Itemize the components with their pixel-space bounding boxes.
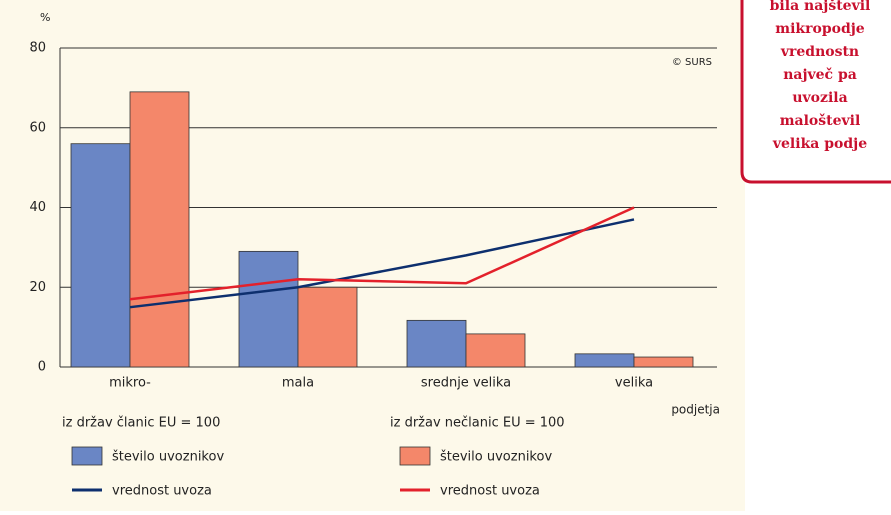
callout-line: vrednostn xyxy=(780,44,859,60)
y-unit: % xyxy=(40,11,50,24)
x-tick-label: mikro- xyxy=(109,376,151,391)
callout-line: maloštevil xyxy=(780,113,861,129)
bar xyxy=(297,286,358,368)
x-tick-label: mala xyxy=(282,376,314,391)
legend-swatch xyxy=(399,446,431,466)
callout-line: velika podje xyxy=(772,136,867,152)
y-tick-label: 40 xyxy=(29,200,46,215)
bar xyxy=(70,143,131,368)
legend-group: iz držav nečlanic EU = 100 xyxy=(390,416,565,431)
bar xyxy=(574,353,635,368)
legend-label: vrednost uvoza xyxy=(112,484,212,499)
x-axis-label: podjetja xyxy=(671,403,720,417)
y-tick-label: 0 xyxy=(38,360,46,375)
bar xyxy=(129,91,190,368)
bar xyxy=(406,319,467,368)
bar xyxy=(633,356,694,368)
y-tick-label: 80 xyxy=(29,41,46,56)
x-tick-label: velika xyxy=(615,376,653,391)
callout-line: bila najštevil xyxy=(770,0,871,14)
line xyxy=(129,218,635,309)
y-tick-label: 60 xyxy=(29,120,46,135)
x-tick-label: srednje velika xyxy=(421,376,511,391)
callout-line: največ pa xyxy=(783,67,857,83)
y-tick-label: 20 xyxy=(29,280,46,295)
legend-group: iz držav članic EU = 100 xyxy=(62,416,220,431)
callout-box xyxy=(740,0,891,184)
callout-line: uvozila xyxy=(792,90,847,106)
line xyxy=(129,206,635,301)
legend-swatch xyxy=(71,446,103,466)
source: © SURS xyxy=(672,57,712,68)
bar xyxy=(465,333,526,368)
callout-line: mikropodje xyxy=(775,21,865,37)
legend-label: vrednost uvoza xyxy=(440,484,540,499)
bar xyxy=(238,250,299,368)
legend-label: število uvoznikov xyxy=(112,450,224,465)
legend-label: število uvoznikov xyxy=(440,450,552,465)
